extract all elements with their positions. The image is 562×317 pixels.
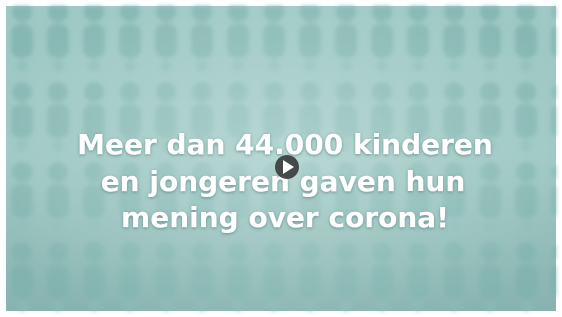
page: {"video": {"caption_lines": ["Meer dan 4… <box>0 0 562 317</box>
caption-group: Meer dan 44.000 kinderen en jongeren gav… <box>77 128 493 234</box>
video-thumbnail[interactable]: Meer dan 44.000 kinderen en jongeren gav… <box>0 0 562 317</box>
caption-line: mening over corona! <box>121 201 449 234</box>
play-button[interactable] <box>275 155 299 179</box>
